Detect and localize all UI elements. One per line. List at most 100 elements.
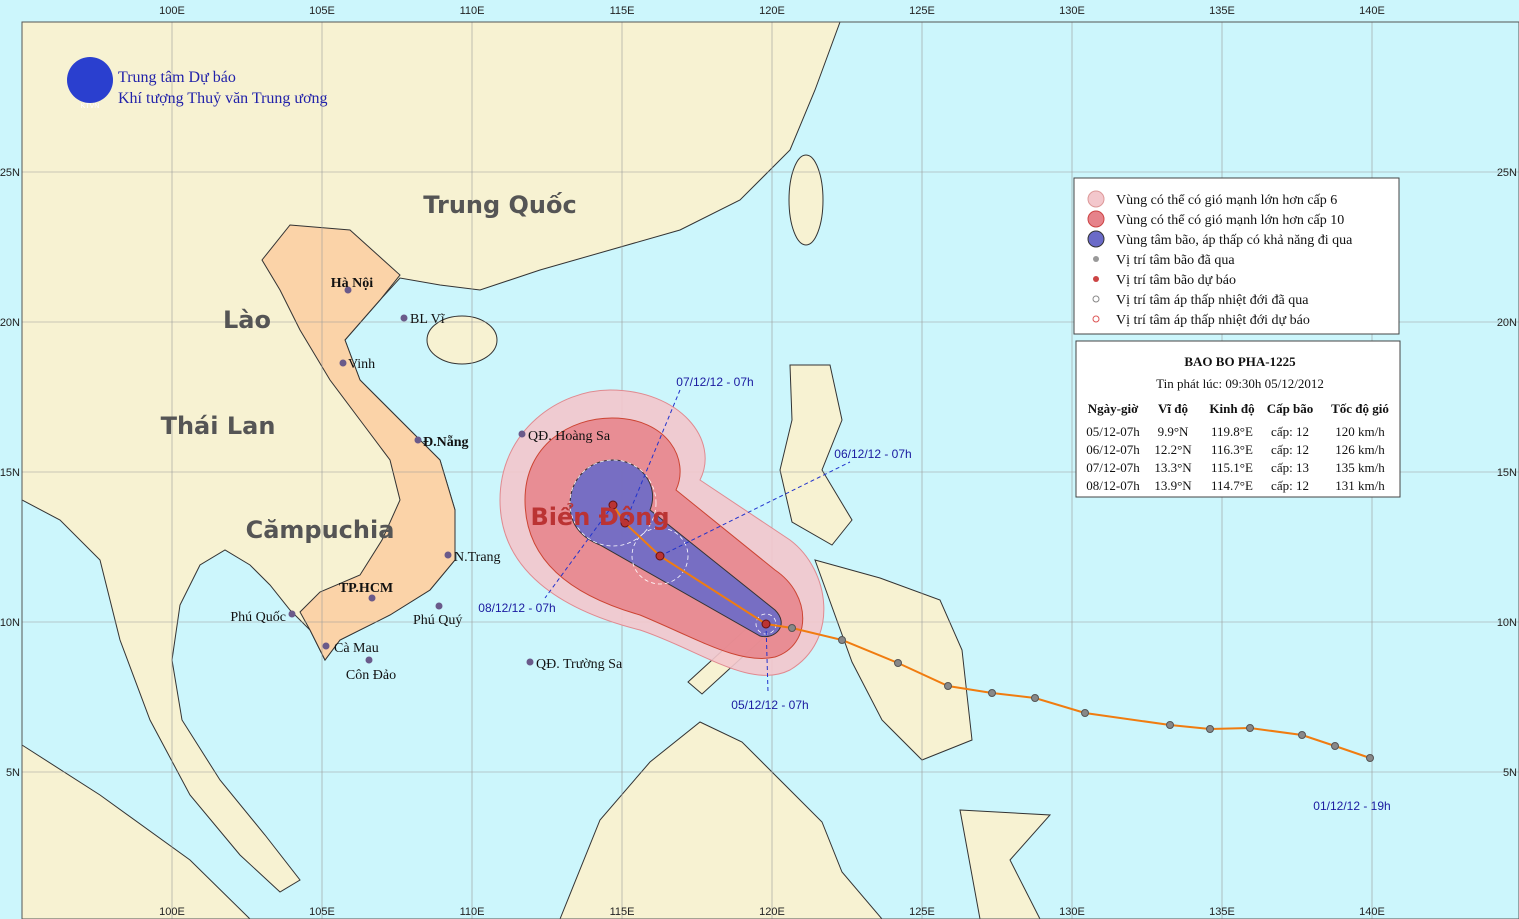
country-label: Lào [223,306,271,334]
table-cell: cấp: 12 [1271,478,1309,493]
lon-label: 105E [309,906,335,918]
legend-label: Vùng tâm bão, áp thấp có khả năng đi qua [1116,233,1353,248]
time-leaders [544,389,851,693]
place-dot [526,658,534,666]
table-header: Vĩ độ [1158,401,1188,416]
past-position [1206,725,1214,733]
lat-label: 5N [1503,767,1517,779]
place-dot [344,286,352,294]
legend-label: Vùng có thể có gió mạnh lớn hơn cấp 6 [1116,193,1337,208]
place-label: Cà Mau [334,641,379,656]
hainan [426,315,498,365]
track-time-label: 05/12/12 - 07h [731,698,808,712]
place-label: N.Trang [454,550,501,565]
table-cell: cấp: 12 [1271,442,1309,457]
table-cell: 115.1°E [1211,460,1253,475]
legend-icon [1093,256,1099,262]
past-position [1031,694,1039,702]
table-cell: 126 km/h [1335,442,1385,457]
legend-label: Vị trí tâm bão dự báo [1116,273,1236,288]
table-cell: cấp: 12 [1271,424,1309,439]
lat-label: 15N [0,467,20,479]
lat-label: 10N [0,617,20,629]
leader-line [544,504,614,599]
place-label: Phú Quốc [230,610,286,625]
table-cell: 116.3°E [1211,442,1253,457]
leader-line [765,623,769,693]
table-cell: 06/12-07h [1086,442,1140,457]
logo [67,57,113,103]
place-dot [322,642,330,650]
legend-box [1073,177,1400,335]
table-header: Tốc độ gió [1331,401,1389,416]
place-label: QĐ. Trường Sa [536,657,623,672]
lon-label: 110E [460,906,485,918]
table-header: Kinh độ [1209,401,1254,416]
frame [21,21,1519,919]
taiwan [788,154,824,246]
legend-icon [1087,230,1105,248]
lon-label: 125E [909,906,935,918]
table-cell: 13.3°N [1154,460,1192,475]
place-label: BL Vĩ [410,312,446,327]
past-position [1298,731,1306,739]
lon-label: 130E [1059,906,1085,918]
place-dot [365,656,373,664]
table-cell: 114.7°E [1211,478,1253,493]
place-label: Phú Quý [413,613,462,628]
legend: Vùng có thể có gió mạnh lớn hơn cấp 6 Vùn… [1116,193,1353,328]
track-time-label: 07/12/12 - 07h [676,375,753,389]
legend-label: Vị trí tâm áp thấp nhiệt đới đã qua [1116,293,1309,308]
place-dot [339,359,347,367]
legend-icon [1087,210,1105,228]
lon-label: 135E [1209,5,1235,17]
place-dot [414,436,422,444]
place-dot [368,594,376,602]
place-label: Hà Nội [331,276,374,291]
place-dot [444,551,452,559]
leader-line [659,461,851,557]
sulawesi [959,809,1052,919]
track-time-label: 01/12/12 - 19h [1313,799,1390,813]
legend-icon [1092,315,1100,323]
table-cell: 12.2°N [1154,442,1192,457]
luzon [779,364,853,546]
table-header: Ngày-giờ [1088,401,1139,416]
org-line: Khí tượng Thuỷ văn Trung ương [118,90,328,107]
lat-label: 20N [0,317,20,329]
lon-label: 140E [1359,5,1385,17]
info-box [1075,340,1401,498]
table-cell: 131 km/h [1335,478,1385,493]
place-label: QĐ. Hoàng Sa [528,429,611,444]
visayas-mindanao [814,559,973,761]
past-position [788,624,796,632]
lon-label: 120E [759,5,785,17]
forecast-position [655,551,665,561]
forecast-circle [569,459,657,547]
vietnam [261,224,456,661]
track-points [608,500,1374,762]
lat-label: 25N [1497,167,1517,179]
place-dot [288,610,296,618]
legend-label: Vị trí tâm bão đã qua [1116,253,1235,268]
lon-label: 130E [1059,5,1085,17]
lat-label: 10N [1497,617,1517,629]
org-line: Trung tâm Dự báo [118,69,236,86]
lon-label: 115E [610,5,635,17]
table-cell: 135 km/h [1335,460,1385,475]
place-label: TP.HCM [339,581,393,596]
lon-label: 100E [159,5,185,17]
place-dot [400,314,408,322]
forecast-circle [631,527,689,585]
lon-label: 100E [159,906,185,918]
country-label: Thái Lan [161,412,276,440]
table-cell: 05/12-07h [1086,424,1140,439]
table-cell: cấp: 13 [1271,460,1309,475]
lon-label: 110E [460,5,485,17]
borneo [559,721,883,919]
past-position [1331,742,1339,750]
table-cell: 119.8°E [1211,424,1253,439]
past-position [838,636,846,644]
